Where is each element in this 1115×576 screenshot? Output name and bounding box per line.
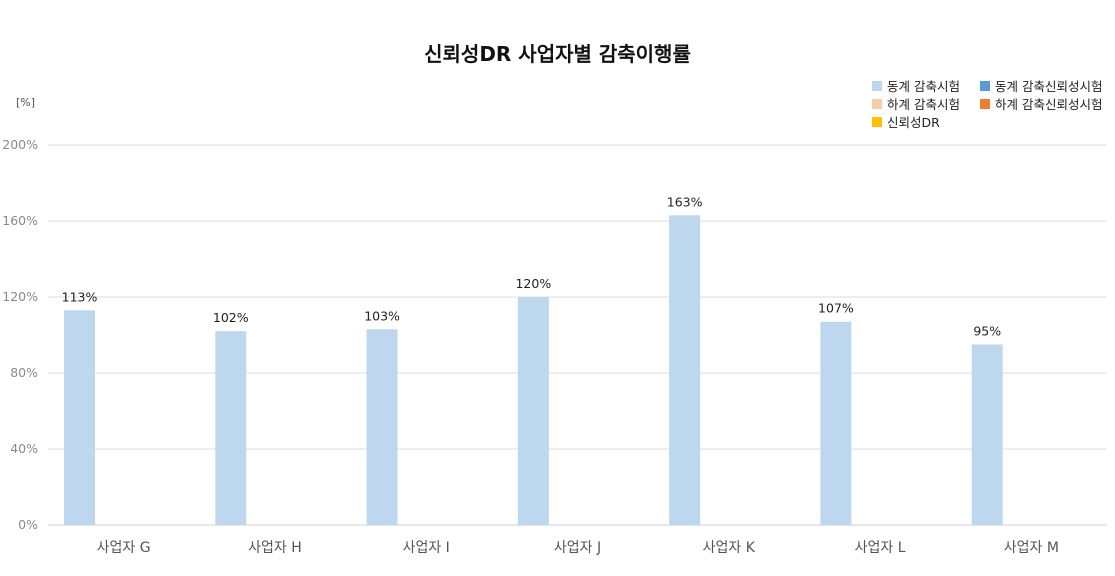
legend-swatch — [872, 116, 882, 127]
legend-item-summer-reliability-test: 하계 감축신뢰성시험 — [980, 94, 1102, 113]
legend-label: 하계 감축시험 — [887, 97, 960, 112]
legend-swatch — [872, 98, 882, 109]
bar — [971, 344, 1003, 525]
y-axis-unit-label: [%] — [16, 96, 36, 109]
legend-item-winter-reliability-test: 동계 감축신뢰성시험 — [980, 76, 1102, 95]
y-tick-label: 0% — [18, 517, 38, 532]
y-tick-label: 80% — [10, 365, 38, 380]
y-tick-label: 40% — [10, 441, 38, 456]
x-tick-label: 사업자 J — [554, 540, 601, 556]
bar — [366, 329, 398, 525]
y-tick-label: 120% — [2, 289, 38, 304]
x-tick-label: 사업자 L — [855, 540, 906, 556]
data-label: 113% — [62, 289, 98, 304]
y-tick-label: 160% — [2, 213, 38, 228]
data-label: 103% — [364, 308, 400, 323]
legend-swatch — [980, 80, 990, 91]
bar — [64, 310, 95, 525]
data-label: 107% — [818, 301, 854, 316]
x-tick-label: 사업자 G — [97, 540, 151, 556]
legend-swatch — [980, 98, 990, 109]
data-label: 102% — [213, 310, 249, 325]
bar — [669, 215, 701, 526]
legend-label: 동계 감축신뢰성시험 — [995, 79, 1103, 94]
bar — [517, 297, 549, 525]
legend-item-summer-test: 하계 감축시험 — [872, 94, 960, 113]
x-tick-label: 사업자 I — [403, 540, 450, 556]
bar — [820, 321, 852, 525]
x-tick-label: 사업자 H — [248, 540, 302, 556]
legend-item-winter-test: 동계 감축시험 — [872, 76, 960, 95]
bar — [215, 331, 247, 525]
x-tick-label: 사업자 M — [1004, 540, 1059, 556]
legend-label: 동계 감축시험 — [887, 79, 960, 94]
legend-swatch — [872, 80, 882, 91]
chart-title: 신뢰성DR 사업자별 감축이행률 — [424, 42, 691, 66]
legend-label: 하계 감축신뢰성시험 — [995, 97, 1103, 112]
y-tick-label: 200% — [2, 137, 38, 152]
data-label: 95% — [973, 324, 1001, 339]
x-tick-label: 사업자 K — [703, 540, 756, 556]
data-label: 163% — [667, 194, 703, 209]
data-label: 120% — [515, 276, 551, 291]
legend-label: 신뢰성DR — [887, 115, 940, 130]
legend-item-reliability-dr: 신뢰성DR — [872, 112, 940, 131]
